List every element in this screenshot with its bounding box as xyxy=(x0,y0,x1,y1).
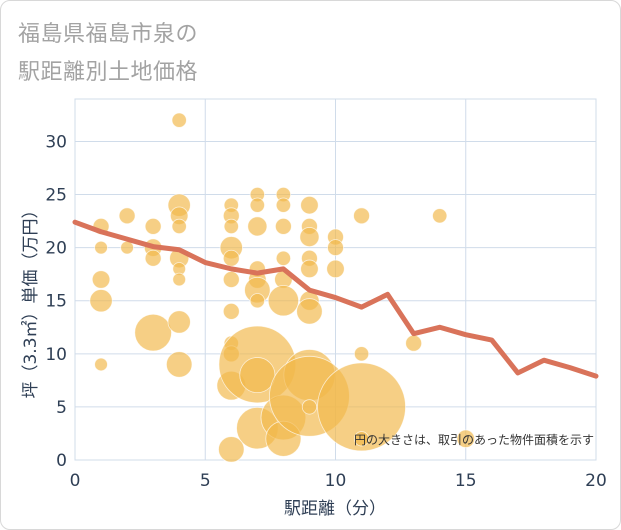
bubble-point xyxy=(275,197,291,213)
bubble-point xyxy=(317,362,406,452)
x-tick-label: 10 xyxy=(325,471,347,491)
y-tick-label: 5 xyxy=(56,398,67,418)
bubble-point xyxy=(134,313,172,352)
bubble-point xyxy=(167,310,191,334)
bubble-point xyxy=(144,249,162,267)
bubble-point xyxy=(300,195,319,215)
x-tick-label: 0 xyxy=(70,471,81,491)
x-axis-ticks: 0 5 10 15 20 xyxy=(70,471,607,491)
bubble-series xyxy=(89,112,475,463)
bubble-point xyxy=(300,259,319,279)
bubble-point xyxy=(144,218,162,235)
bubble-point xyxy=(249,293,265,309)
bubble-point xyxy=(274,218,292,235)
y-axis-title: 坪（3.3㎡）単価（万円） xyxy=(21,201,41,398)
bubble-point xyxy=(327,239,344,257)
x-axis-title: 駅距離（分） xyxy=(284,499,386,519)
bubble-point xyxy=(171,112,187,128)
bubble-point xyxy=(222,249,240,267)
bubble-point xyxy=(275,250,291,266)
bubble-point xyxy=(326,259,345,279)
bubble-point xyxy=(89,289,113,313)
bubble-size-note: 円の大きさは、取引のあった物件面積を示す xyxy=(354,432,594,447)
bubble-point xyxy=(172,272,187,287)
bubble-point xyxy=(94,357,108,372)
y-tick-label: 15 xyxy=(45,292,67,312)
bubble-point xyxy=(171,218,187,235)
bubble-point xyxy=(222,271,240,288)
bubble-point xyxy=(120,240,134,255)
bubble-point xyxy=(456,429,475,448)
bubble-point xyxy=(353,431,370,447)
bubble-point xyxy=(223,218,239,235)
bubble-point xyxy=(296,298,323,325)
bubble-point xyxy=(118,207,136,225)
y-tick-label: 0 xyxy=(56,451,67,471)
y-tick-label: 30 xyxy=(45,132,67,152)
bubble-point xyxy=(301,399,318,415)
x-tick-label: 5 xyxy=(200,471,211,491)
bubble-point xyxy=(94,240,108,255)
chart-title-line-1: 福島県福島市泉の xyxy=(18,22,199,47)
bubble-point xyxy=(405,334,423,352)
bubble-point xyxy=(432,208,448,224)
bubble-point xyxy=(353,346,370,362)
trend-line-series xyxy=(72,219,599,379)
x-tick-label: 15 xyxy=(455,471,477,491)
bubble-point xyxy=(299,227,320,248)
y-tick-label: 10 xyxy=(45,345,67,365)
y-axis-ticks: 0 5 10 15 20 25 30 xyxy=(45,132,67,471)
bubble-point xyxy=(249,197,265,213)
bubble-point xyxy=(267,285,299,317)
bubble-point xyxy=(239,357,276,394)
average-price-line xyxy=(72,219,599,379)
y-tick-label: 20 xyxy=(45,239,67,259)
y-tick-label: 25 xyxy=(45,186,67,206)
chart-title-line-2: 駅距離別土地価格 xyxy=(18,60,199,85)
bubble-point xyxy=(247,216,268,237)
bubble-point xyxy=(222,302,240,320)
bubble-point xyxy=(165,351,193,378)
bubble-point xyxy=(353,207,370,225)
bubble-point xyxy=(91,270,111,289)
bubble-point xyxy=(218,436,245,463)
x-tick-label: 20 xyxy=(585,471,607,491)
